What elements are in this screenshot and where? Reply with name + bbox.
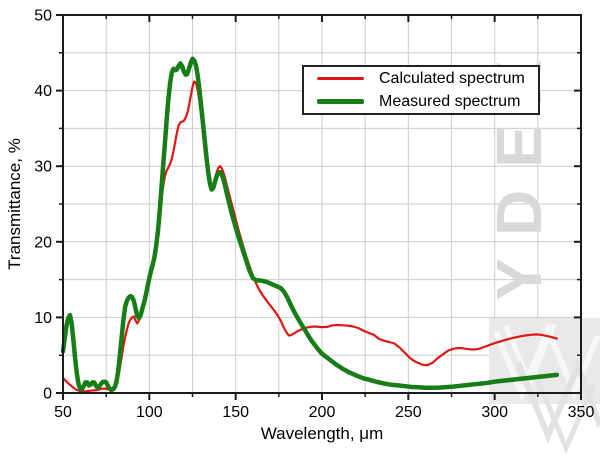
x-axis-title: Wavelength, μm	[260, 424, 384, 443]
spectrum-curves	[60, 56, 560, 393]
y-tick-label: 20	[34, 234, 52, 251]
legend-label-calculated: Calculated spectrum	[379, 69, 525, 87]
y-axis-title: Transmittance, %	[5, 138, 24, 270]
x-tick-label: 100	[136, 404, 163, 421]
y-tick-label: 0	[43, 386, 52, 403]
legend-item-measured: Measured spectrum	[304, 90, 538, 113]
tydex-logo-w-outer2	[535, 379, 597, 455]
x-tick-label: 50	[54, 404, 72, 421]
measured-spectrum-curve	[60, 56, 560, 393]
legend-item-calculated: Calculated spectrum	[304, 67, 538, 90]
axis-ticks	[56, 14, 582, 400]
measured-line-swatch	[317, 99, 364, 104]
x-tick-label: 150	[222, 404, 249, 421]
x-tick-label: 350	[568, 404, 595, 421]
calculated-line-swatch	[317, 77, 364, 80]
x-tick-label: 200	[309, 404, 336, 421]
x-tick-label: 250	[395, 404, 422, 421]
x-tick-label: 300	[481, 404, 508, 421]
calculated-spectrum-curve	[61, 80, 558, 393]
tick-labels: 50 100 150 200 250 300 350 0 10 20 30 40 50	[34, 8, 594, 422]
legend-label-measured: Measured spectrum	[379, 92, 521, 110]
legend: Calculated spectrum Measured spectrum	[302, 65, 540, 115]
y-tick-label: 30	[34, 159, 52, 176]
y-tick-label: 50	[34, 8, 52, 25]
y-tick-label: 10	[34, 310, 52, 327]
y-tick-label: 40	[34, 83, 52, 100]
